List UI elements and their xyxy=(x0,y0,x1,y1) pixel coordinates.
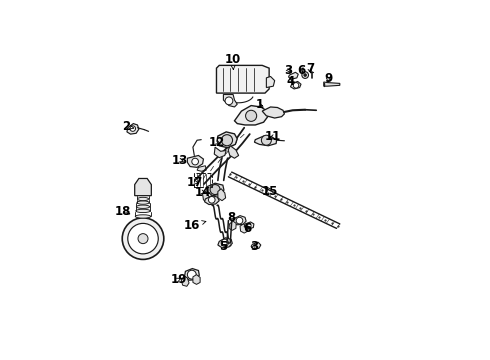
Circle shape xyxy=(293,82,299,88)
Polygon shape xyxy=(251,242,261,249)
Circle shape xyxy=(236,217,243,224)
Ellipse shape xyxy=(136,209,150,212)
Ellipse shape xyxy=(135,215,151,218)
Polygon shape xyxy=(233,216,246,225)
Polygon shape xyxy=(228,146,239,158)
Polygon shape xyxy=(223,94,237,107)
Text: 9: 9 xyxy=(324,72,332,85)
Polygon shape xyxy=(181,276,189,286)
Circle shape xyxy=(122,218,164,260)
Polygon shape xyxy=(229,221,236,230)
Circle shape xyxy=(304,74,307,76)
Circle shape xyxy=(192,158,198,165)
Circle shape xyxy=(302,72,309,78)
Circle shape xyxy=(246,223,251,228)
Circle shape xyxy=(128,223,158,254)
Bar xyxy=(195,173,212,187)
Ellipse shape xyxy=(138,197,148,201)
Polygon shape xyxy=(324,82,340,86)
Polygon shape xyxy=(187,156,203,167)
Polygon shape xyxy=(193,275,200,284)
Polygon shape xyxy=(203,190,211,203)
Text: 18: 18 xyxy=(115,205,131,218)
Text: 1: 1 xyxy=(255,98,264,111)
Polygon shape xyxy=(207,183,224,195)
Circle shape xyxy=(261,135,271,145)
Polygon shape xyxy=(291,81,301,89)
Circle shape xyxy=(245,110,257,121)
Polygon shape xyxy=(289,72,298,79)
Circle shape xyxy=(208,197,215,203)
Text: 12: 12 xyxy=(208,136,224,149)
Text: 16: 16 xyxy=(183,219,206,232)
Text: 15: 15 xyxy=(262,185,278,198)
Polygon shape xyxy=(254,136,277,146)
Text: 7: 7 xyxy=(306,62,314,75)
Text: 13: 13 xyxy=(172,154,188,167)
Circle shape xyxy=(187,270,196,279)
Text: 10: 10 xyxy=(225,53,241,69)
Polygon shape xyxy=(267,76,275,87)
Polygon shape xyxy=(218,189,225,201)
Polygon shape xyxy=(235,105,268,125)
Text: 19: 19 xyxy=(171,273,187,286)
Circle shape xyxy=(221,135,233,146)
Polygon shape xyxy=(218,238,232,248)
Polygon shape xyxy=(217,132,237,148)
Polygon shape xyxy=(214,147,226,158)
Circle shape xyxy=(210,185,220,194)
Text: 14: 14 xyxy=(195,186,211,199)
Ellipse shape xyxy=(136,205,149,208)
Polygon shape xyxy=(197,166,206,171)
Circle shape xyxy=(225,97,233,105)
Text: 2: 2 xyxy=(122,120,134,133)
Polygon shape xyxy=(240,224,248,233)
Text: 6: 6 xyxy=(244,222,252,235)
Text: 3: 3 xyxy=(285,64,293,77)
Circle shape xyxy=(130,126,136,131)
Text: 17: 17 xyxy=(187,176,203,189)
Polygon shape xyxy=(204,195,219,204)
Text: 3: 3 xyxy=(250,240,258,253)
Polygon shape xyxy=(244,222,254,229)
Text: 8: 8 xyxy=(227,211,235,224)
Polygon shape xyxy=(127,123,139,134)
Polygon shape xyxy=(262,107,284,118)
Polygon shape xyxy=(135,179,151,195)
Ellipse shape xyxy=(137,201,149,204)
Circle shape xyxy=(138,234,148,244)
Text: 5: 5 xyxy=(219,240,227,253)
Polygon shape xyxy=(185,269,199,280)
Text: 11: 11 xyxy=(265,130,281,143)
Polygon shape xyxy=(217,66,269,93)
Text: 4: 4 xyxy=(287,75,295,88)
Circle shape xyxy=(221,239,228,246)
Text: 6: 6 xyxy=(298,64,306,77)
